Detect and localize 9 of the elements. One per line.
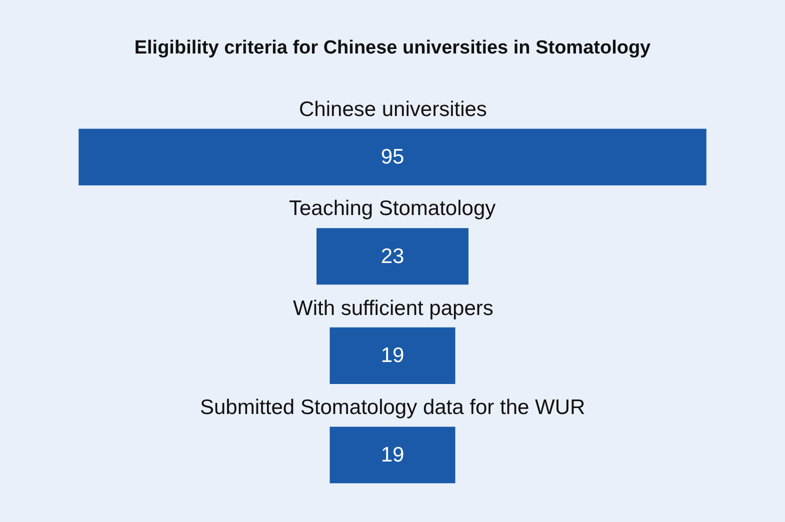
data-label: 19 <box>380 443 404 466</box>
category-label: With sufficient papers <box>293 297 494 320</box>
data-label: 23 <box>380 244 404 268</box>
text: Eligibility criteria for Chinese universities in Stomatology <box>134 38 652 59</box>
data-label: 19 <box>380 344 404 368</box>
data-label: 95 <box>380 146 404 169</box>
category-label: Teaching Stomatology <box>289 197 496 220</box>
category-label: Chinese universities <box>299 98 487 121</box>
category-label: Submitted Stomatology data for the WUR <box>200 396 586 419</box>
